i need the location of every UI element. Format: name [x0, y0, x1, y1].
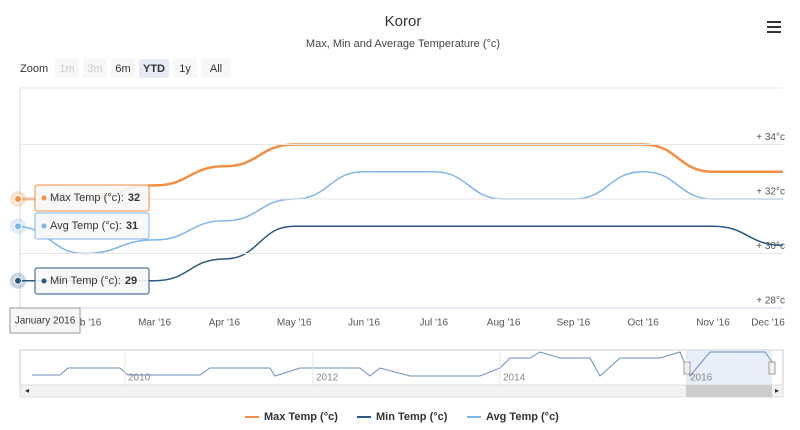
y-tick-label: + 34°c [756, 132, 785, 143]
tooltip [34, 267, 150, 295]
x-tick-label: Mar '16 [138, 318, 171, 329]
x-tick-label: Apr '16 [209, 318, 241, 329]
x-tick-label: Nov '16 [696, 318, 730, 329]
x-tick-label: Aug '16 [487, 318, 521, 329]
tooltip [34, 212, 150, 240]
scrollbar[interactable] [19, 384, 784, 398]
tooltip-bullet [41, 223, 47, 229]
tooltip-value: 32 [128, 192, 140, 204]
legend-label[interactable]: Avg Temp (°c) [486, 411, 559, 423]
range-button-label[interactable]: 3m [87, 63, 102, 75]
navigator-handle[interactable] [768, 361, 776, 375]
tooltip-header: January 2016 [15, 316, 76, 327]
range-button-label[interactable]: 1m [59, 63, 74, 75]
x-tick-label: Jun '16 [348, 318, 380, 329]
tooltip-label: Avg Temp (°c): [50, 220, 122, 232]
navigator-label: 2010 [128, 373, 151, 384]
hover-marker [14, 195, 22, 203]
scrollbar-thumb[interactable] [686, 385, 772, 397]
tooltip-text: Max Temp (°c): 32 [50, 192, 140, 204]
tooltip-text: Min Temp (°c): 29 [50, 275, 137, 287]
zoom-label: Zoom [20, 63, 48, 75]
menu-bar[interactable] [767, 26, 781, 28]
series-line [14, 225, 783, 282]
y-tick-label: + 32°c [756, 187, 785, 198]
range-button-label[interactable]: YTD [143, 63, 165, 75]
series-line [14, 170, 783, 255]
tooltip [34, 184, 150, 212]
menu-icon[interactable] [767, 21, 781, 33]
range-button[interactable] [83, 59, 107, 78]
scroll-arrow[interactable]: ▸ [775, 386, 779, 395]
range-button[interactable] [111, 59, 135, 78]
hover-marker [14, 222, 22, 231]
range-button[interactable] [139, 59, 169, 78]
legend-label[interactable]: Min Temp (°c) [376, 411, 448, 423]
x-tick-label: Feb '16 [68, 318, 101, 329]
hover-marker [14, 276, 22, 285]
chart-subtitle: Max, Min and Average Temperature (°c) [306, 38, 500, 50]
x-tick-label: Sep '16 [557, 318, 591, 329]
scroll-arrow[interactable]: ◂ [25, 386, 29, 395]
range-button[interactable] [201, 59, 231, 78]
tooltip-text: Avg Temp (°c): 31 [50, 220, 138, 232]
navigator-selection [686, 350, 772, 385]
x-tick-label: May '16 [277, 318, 312, 329]
range-button-label[interactable]: 1y [179, 63, 191, 75]
range-button[interactable] [55, 59, 79, 78]
tooltip-label: Min Temp (°c): [50, 275, 121, 287]
tooltip-value: 29 [125, 275, 137, 287]
menu-bar[interactable] [767, 31, 781, 33]
tooltip-value: 31 [126, 220, 138, 232]
tooltip-label: Max Temp (°c): [50, 192, 124, 204]
y-tick-label: + 28°c [756, 296, 785, 307]
range-button[interactable] [173, 59, 197, 78]
x-tick-label: Jul '16 [420, 318, 449, 329]
x-tick-label: Oct '16 [628, 318, 660, 329]
tooltip-bullet [41, 278, 47, 284]
chart-title: Koror [385, 13, 422, 30]
y-tick-label: + 30°c [756, 241, 785, 252]
range-button-label[interactable]: All [210, 63, 222, 75]
tooltip-bullet [41, 195, 47, 201]
x-tick-label: Dec '16 [751, 318, 785, 329]
legend-label[interactable]: Max Temp (°c) [264, 411, 338, 423]
navigator [19, 349, 784, 386]
menu-bar[interactable] [767, 21, 781, 23]
navigator-label: 2016 [690, 373, 713, 384]
tooltip-header-box [9, 307, 81, 334]
navigator-label: 2014 [503, 373, 526, 384]
range-button-label[interactable]: 6m [115, 63, 130, 75]
navigator-label: 2012 [316, 373, 339, 384]
navigator-series [32, 351, 773, 377]
